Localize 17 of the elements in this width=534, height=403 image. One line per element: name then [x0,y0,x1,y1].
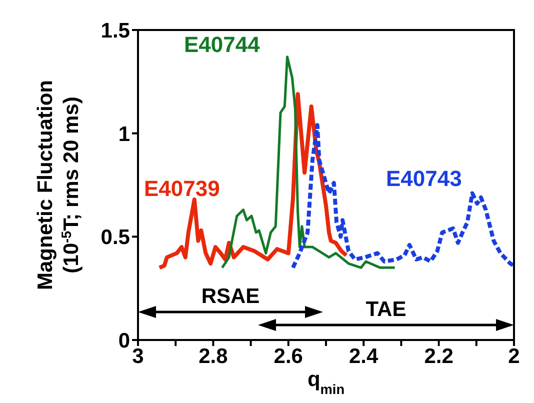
y-tick-label: 0 [118,329,130,352]
x-tick-label: 2.8 [198,344,228,368]
annotation: TAE [366,298,406,321]
series-label: E40743 [386,166,462,191]
series-label: E40744 [184,32,261,57]
x-tick-label: 3 [132,344,144,368]
x-tick-label: 2 [508,344,520,368]
series-label: E40739 [144,176,220,201]
annotation: RSAE [201,285,260,308]
line-series [290,123,514,270]
x-tick-label: 2.6 [274,344,303,368]
x-axis-title: q$_{min}$ [307,368,345,396]
y-tick-label: 1 [118,122,130,146]
y-tick-label: 0.5 [100,226,130,250]
x-tick-label: 2.2 [424,344,454,368]
x-tick-label: 2.4 [349,344,379,368]
y-tick-label: 1.5 [100,19,130,42]
